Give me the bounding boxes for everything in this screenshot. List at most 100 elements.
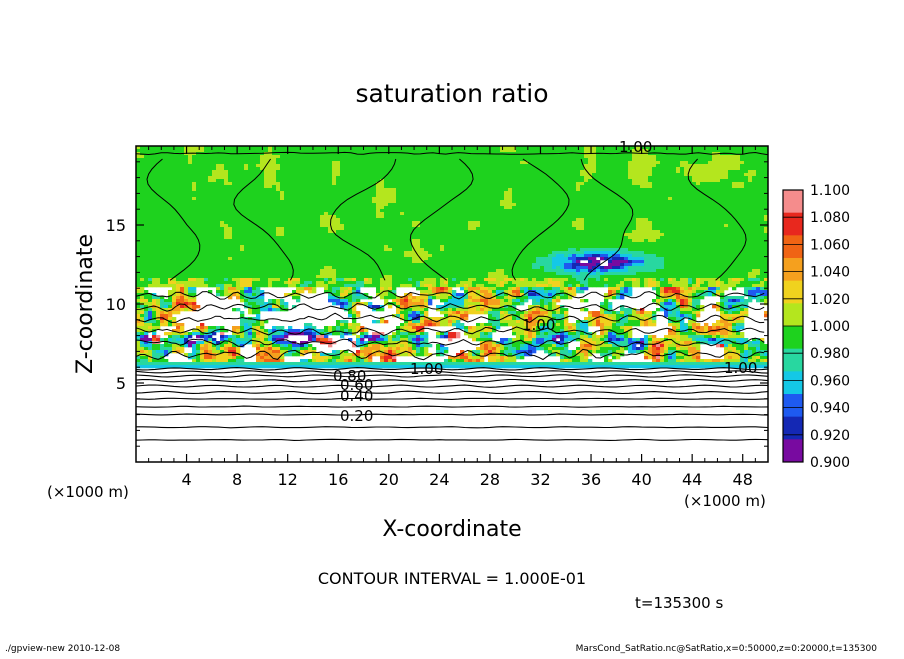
heatmap-cell [700,215,705,219]
heatmap-cell [724,227,729,231]
heatmap-cell [544,203,549,207]
heatmap-cell [196,206,201,210]
heatmap-cell [212,167,217,171]
heatmap-cell [576,155,581,159]
heatmap-cell [168,218,173,222]
heatmap-cell [308,170,313,174]
heatmap-cell [716,146,721,150]
heatmap-cell [748,152,753,156]
heatmap-cell [588,161,593,165]
heatmap-cell [412,215,417,219]
heatmap-cell [628,188,633,192]
heatmap-cell [604,188,609,192]
heatmap-cell [372,236,377,240]
heatmap-cell [652,161,657,165]
heatmap-cell [620,227,625,231]
heatmap-cell [572,161,577,165]
heatmap-cell [140,209,145,213]
heatmap-cell [648,191,653,195]
heatmap-cell [692,236,697,240]
heatmap-cell [388,233,393,237]
heatmap-cell [408,155,413,159]
heatmap-cell [580,146,585,150]
heatmap-cell [480,218,485,222]
heatmap-cell [720,182,725,186]
heatmap-cell [712,182,717,186]
heatmap-cell [328,191,333,195]
heatmap-cell [144,161,149,165]
heatmap-cell [344,224,349,228]
heatmap-cell [600,230,605,234]
heatmap-cell [764,206,768,210]
heatmap-cell [564,221,569,225]
heatmap-cell [336,209,341,213]
heatmap-cell [292,197,297,201]
heatmap-cell [592,197,597,201]
heatmap-cell [164,227,169,231]
heatmap-cell [284,197,289,201]
heatmap-cell [732,212,737,216]
heatmap-cell [192,221,197,225]
heatmap-cell [704,149,709,153]
heatmap-cell [748,221,753,225]
heatmap-cell [160,224,165,228]
heatmap-cell [736,197,741,201]
heatmap-cell [328,239,333,243]
heatmap-cell [148,161,153,165]
heatmap-cell [156,239,161,243]
heatmap-cell [136,167,141,171]
heatmap-cell [144,236,149,240]
heatmap-cell [692,197,697,201]
heatmap-cell [364,203,369,207]
heatmap-cell [628,161,633,165]
heatmap-cell [328,209,333,213]
heatmap-cell [340,176,345,180]
heatmap-cell [448,194,453,198]
heatmap-cell [404,173,409,177]
heatmap-cell [676,236,681,240]
heatmap-cell [404,152,409,156]
heatmap-cell [576,188,581,192]
heatmap-cell [296,236,301,240]
heatmap-cell [748,191,753,195]
heatmap-cell [220,239,225,243]
heatmap-cell [260,197,265,201]
heatmap-cell [512,200,517,204]
heatmap-cell [656,233,661,237]
heatmap-cell [628,194,633,198]
heatmap-cell [356,215,361,219]
heatmap-cell [504,191,509,195]
heatmap-cell [616,227,621,231]
heatmap-cell [400,194,405,198]
heatmap-cell [512,176,517,180]
heatmap-cell [356,197,361,201]
heatmap-cell [756,203,761,207]
heatmap-cell [388,194,393,198]
heatmap-cell [292,191,297,195]
heatmap-cell [644,188,649,192]
heatmap-cell [560,209,565,213]
heatmap-cell [464,191,469,195]
heatmap-cell [224,224,229,228]
heatmap-cell [444,170,449,174]
heatmap-cell [740,161,745,165]
heatmap-cell [236,194,241,198]
heatmap-cell [264,215,269,219]
heatmap-cell [500,209,505,213]
heatmap-cell [168,194,173,198]
heatmap-cell [372,233,377,237]
heatmap-cell [244,194,249,198]
heatmap-cell [576,149,581,153]
heatmap-cell [288,203,293,207]
heatmap-cell [472,179,477,183]
heatmap-cell [644,194,649,198]
heatmap-cell [424,173,429,177]
heatmap-cell [496,200,501,204]
heatmap-cell [568,200,573,204]
heatmap-cell [668,209,673,213]
heatmap-cell [568,155,573,159]
heatmap-cell [556,164,561,168]
heatmap-cell [340,191,345,195]
heatmap-cell [548,224,553,228]
heatmap-cell [612,215,617,219]
